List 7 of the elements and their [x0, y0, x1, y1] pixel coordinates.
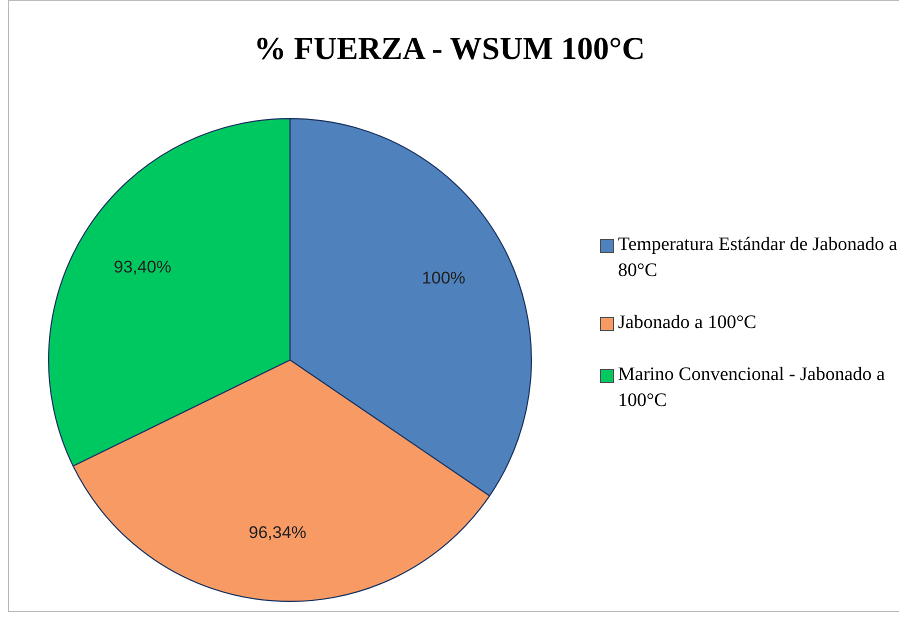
- data-label: 93,40%: [114, 258, 172, 277]
- legend-label: Jabonado a 100°C: [618, 311, 756, 335]
- legend-label: Temperatura Estándar de Jabonado a 80°C: [618, 233, 898, 283]
- data-label: 96,34%: [248, 523, 306, 542]
- legend-label: Marino Convencional - Jabonado a 100°C: [618, 363, 886, 413]
- data-label: 100%: [422, 268, 466, 288]
- chart-title: % FUERZA - WSUM 100°C: [253, 30, 646, 67]
